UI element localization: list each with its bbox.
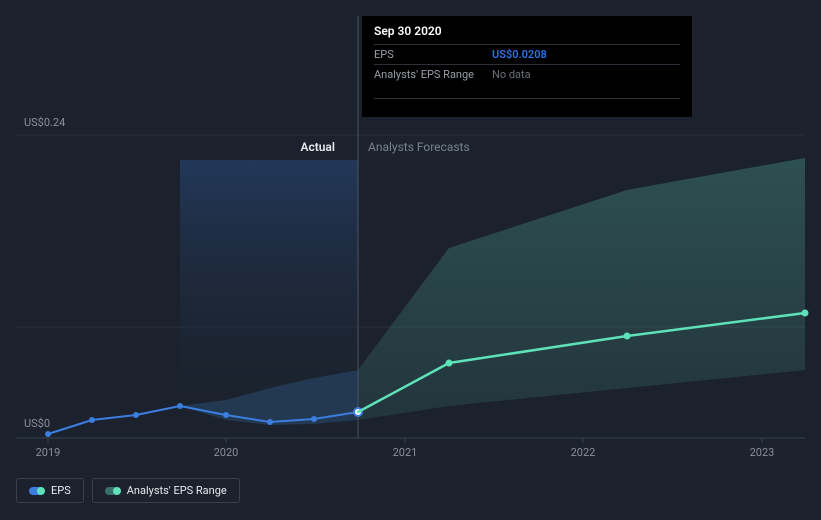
svg-text:US$0: US$0 bbox=[24, 417, 50, 430]
tooltip-footer bbox=[374, 98, 680, 99]
legend-label: Analysts' EPS Range bbox=[127, 484, 227, 497]
tooltip-label: EPS bbox=[374, 48, 492, 61]
tooltip-label: Analysts' EPS Range bbox=[374, 68, 492, 81]
tooltip-value: US$0.0208 bbox=[492, 48, 547, 61]
chart-tooltip: Sep 30 2020 EPS US$0.0208 Analysts' EPS … bbox=[362, 16, 692, 117]
legend-item-range[interactable]: Analysts' EPS Range bbox=[92, 478, 240, 503]
legend-item-eps[interactable]: EPS bbox=[16, 478, 84, 503]
svg-text:2020: 2020 bbox=[214, 446, 239, 459]
svg-text:2021: 2021 bbox=[393, 446, 418, 459]
chart-legend: EPS Analysts' EPS Range bbox=[16, 478, 240, 503]
svg-text:US$0.24: US$0.24 bbox=[24, 116, 65, 129]
eps-chart: US$0 US$0.24 2019 2020 2021 2022 2023 Actual Ana… bbox=[0, 0, 821, 520]
svg-text:2023: 2023 bbox=[750, 446, 775, 459]
svg-text:2019: 2019 bbox=[36, 446, 61, 459]
tooltip-row: Analysts' EPS Range No data bbox=[374, 64, 680, 84]
legend-swatch-icon bbox=[29, 487, 43, 495]
legend-label: EPS bbox=[51, 484, 71, 497]
tooltip-date: Sep 30 2020 bbox=[374, 24, 680, 38]
svg-text:2022: 2022 bbox=[571, 446, 596, 459]
tooltip-row: EPS US$0.0208 bbox=[374, 44, 680, 64]
legend-swatch-icon bbox=[105, 487, 119, 495]
svg-text:Analysts Forecasts: Analysts Forecasts bbox=[368, 140, 470, 154]
svg-text:Actual: Actual bbox=[300, 140, 335, 154]
tooltip-value: No data bbox=[492, 68, 531, 81]
